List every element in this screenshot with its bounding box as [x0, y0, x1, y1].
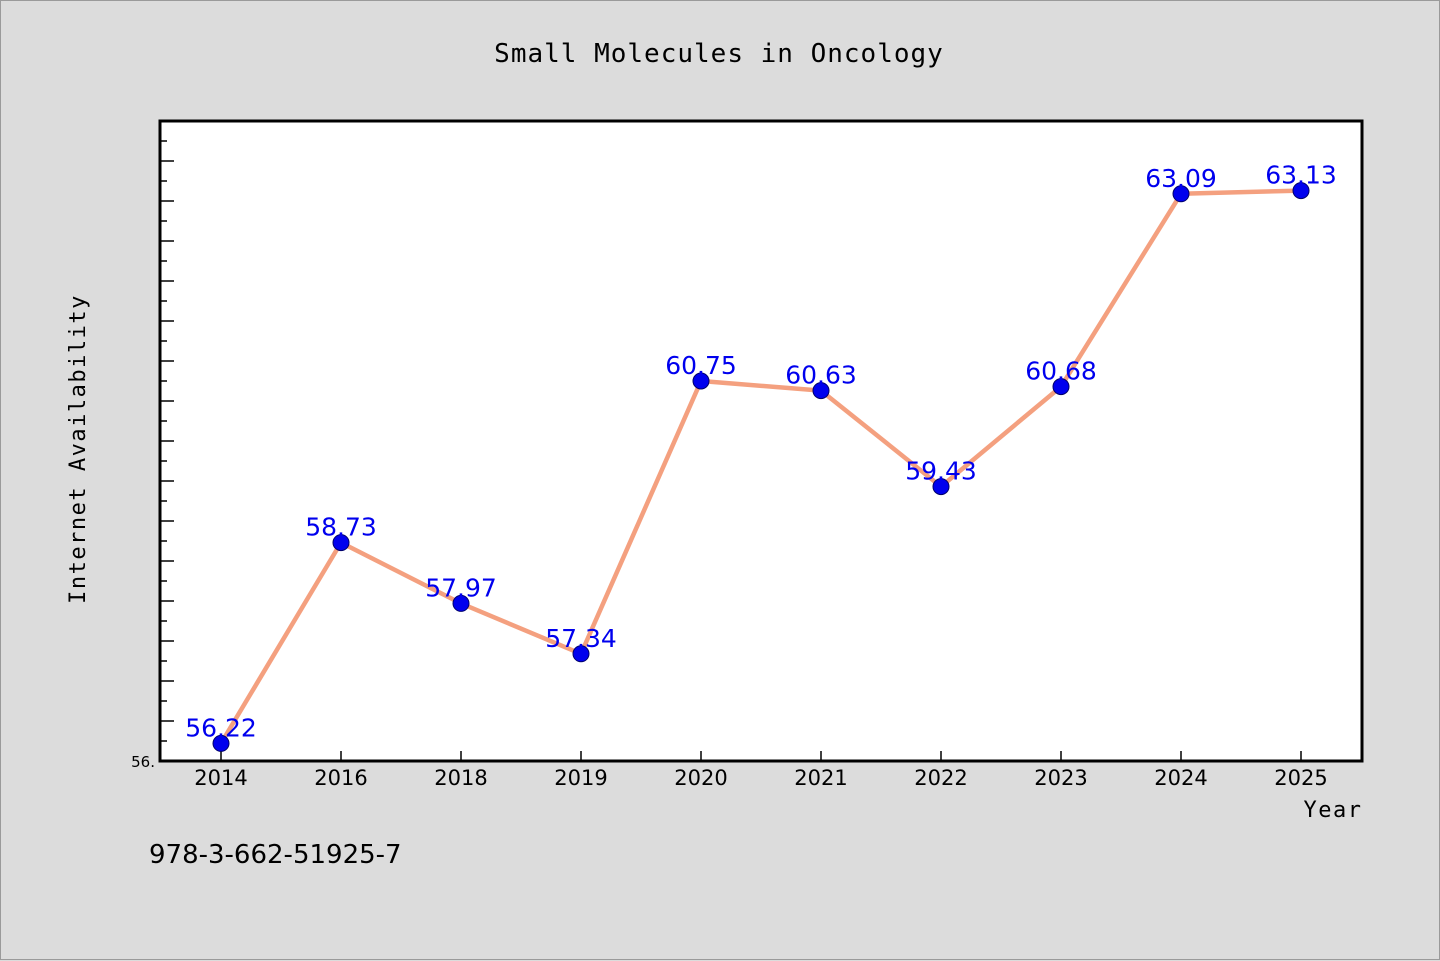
- data-label: 59.43: [905, 457, 977, 486]
- data-label: 58.73: [305, 513, 377, 542]
- x-tick-label: 2018: [434, 766, 487, 790]
- data-label: 63.13: [1265, 161, 1337, 190]
- x-tick-label: 2023: [1034, 766, 1087, 790]
- y-axis-label: Internet Availability: [66, 294, 91, 604]
- data-point: [1292, 182, 1310, 200]
- x-axis-ticks: 2014 2016 2018 2019 2020 2021 2022 2023 2024 2025: [194, 751, 1328, 790]
- plot-area: [158, 119, 1364, 763]
- x-tick-label: 2022: [914, 766, 967, 790]
- x-tick-label: 2019: [554, 766, 607, 790]
- data-point: [932, 478, 950, 496]
- data-label: 57.97: [425, 573, 497, 602]
- data-point: [812, 382, 830, 400]
- data-label: 60.75: [665, 351, 737, 380]
- x-tick-label: 2014: [194, 766, 247, 790]
- x-tick-label: 2020: [674, 766, 727, 790]
- data-labels: 56.22 58.73 57.97 57.34 60.75 60.63 59.43 60.68…: [185, 161, 1337, 743]
- footer-isbn: 978-3-662-51925-7: [149, 840, 402, 870]
- x-tick-label: 2021: [794, 766, 847, 790]
- data-label: 56.22: [185, 713, 257, 742]
- x-tick-label: 2025: [1274, 766, 1327, 790]
- data-label: 60.68: [1025, 357, 1097, 386]
- y-tick-label: 56.: [131, 753, 155, 771]
- x-tick-label: 2024: [1154, 766, 1207, 790]
- x-tick-label: 2016: [314, 766, 367, 790]
- data-label: 60.63: [785, 361, 857, 390]
- data-point: [452, 594, 470, 612]
- data-point: [212, 734, 230, 752]
- x-axis-label: Year: [1304, 798, 1363, 823]
- data-point: [572, 645, 590, 663]
- series-layer: [212, 182, 1310, 752]
- y-axis-ticks: 56.: [131, 120, 174, 771]
- data-label: 63.09: [1145, 164, 1217, 193]
- data-point: [332, 534, 350, 552]
- data-label: 57.34: [545, 624, 617, 653]
- data-point: [1052, 378, 1070, 396]
- data-point: [692, 372, 710, 390]
- series-line: [219, 188, 1302, 745]
- data-point: [1172, 185, 1190, 203]
- chart-title: Small Molecules in Oncology: [494, 39, 944, 69]
